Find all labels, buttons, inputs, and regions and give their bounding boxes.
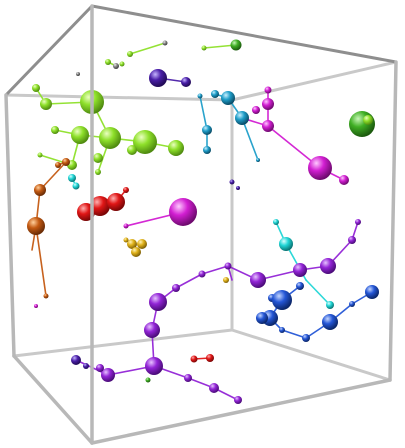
atom-teal (197, 93, 203, 99)
atom-cyan (72, 182, 80, 190)
atom-magenta (169, 198, 197, 226)
atom-yellow (223, 277, 229, 283)
atom-purple (348, 236, 356, 244)
bounding-box-front (4, 4, 398, 445)
atom-indigo (83, 363, 89, 369)
atom-blue (256, 312, 268, 324)
atom-small-gray (229, 179, 235, 185)
atom-purple (96, 364, 104, 372)
atom-purple (320, 258, 336, 274)
atom-blue (322, 314, 338, 330)
atom-lime (119, 61, 125, 67)
atom-lime (32, 84, 40, 92)
atom-lime (127, 145, 137, 155)
atom-teal (221, 91, 235, 105)
atom-magenta (339, 175, 349, 185)
atom-purple (145, 357, 163, 375)
atom-small-gray (34, 304, 38, 308)
atom-purple (101, 368, 115, 382)
atom-small-gray (162, 40, 168, 46)
atom-indigo (181, 77, 191, 87)
atom-cyan (279, 237, 293, 251)
atom-purple (144, 322, 160, 338)
atom-yellow (123, 237, 129, 243)
atom-small-gray (236, 186, 240, 190)
atom-indigo (149, 69, 167, 87)
atom-blue (349, 301, 355, 307)
atom-lime (127, 51, 133, 57)
atom-teal (202, 125, 212, 135)
atom-blue (279, 327, 285, 333)
atom-lime (133, 130, 157, 154)
atom-lime (37, 152, 43, 158)
atom-small-gray (76, 72, 80, 76)
atom-purple (149, 293, 167, 311)
atom-cyan (326, 301, 334, 309)
atom-cyan (68, 174, 76, 182)
atom-magenta (252, 106, 260, 114)
atom-magenta (308, 156, 332, 180)
atom-cyan (273, 219, 279, 225)
atom-teal (203, 146, 211, 154)
atom-orange (43, 293, 49, 299)
atom-green (145, 377, 151, 383)
atom-green (349, 111, 375, 137)
atom-red (123, 187, 129, 193)
atom-lime (105, 59, 111, 65)
atom-lime (51, 126, 59, 134)
atom-teal (235, 111, 249, 125)
atom-purple (209, 383, 219, 393)
atom-blue (272, 290, 292, 310)
atom-yellow (137, 239, 147, 249)
atom-lime (95, 169, 101, 175)
atom-lime (99, 127, 121, 149)
atom-blue (365, 285, 379, 299)
atom-lime (201, 45, 207, 51)
atom-teal (256, 158, 260, 162)
atom-blue (302, 334, 310, 342)
atom-lime (93, 153, 103, 163)
atom-purple (224, 262, 232, 270)
atom-magenta (262, 120, 274, 132)
atom-magenta (262, 98, 274, 110)
atom-red (206, 354, 214, 362)
atom-green (230, 39, 242, 51)
atom-orange (55, 162, 61, 168)
atom-small-gray (113, 63, 119, 69)
atom-purple (355, 219, 361, 225)
atom-orange (27, 217, 45, 235)
atom-red (90, 196, 110, 216)
atom-purple (293, 263, 307, 277)
atom-purple (198, 270, 206, 278)
atom-magenta (264, 86, 272, 94)
bounding-box-back (4, 60, 398, 382)
atom-red (190, 355, 198, 363)
atom-purple (234, 396, 242, 404)
atom-green (363, 115, 373, 125)
atom-orange (34, 184, 46, 196)
atom-magenta (123, 223, 129, 229)
atom-yellow (127, 239, 137, 249)
atom-purple (172, 284, 180, 292)
atom-lime (40, 98, 52, 110)
atom-lime (71, 126, 89, 144)
atom-indigo (71, 355, 81, 365)
atom-lime (168, 140, 184, 156)
atom-blue (296, 282, 304, 290)
atom-yellow (131, 247, 141, 257)
atom-red (107, 193, 125, 211)
atom-purple (184, 374, 192, 382)
atoms (27, 39, 379, 404)
atom-orange (62, 158, 70, 166)
atom-teal (211, 90, 219, 98)
atom-purple (250, 272, 266, 288)
